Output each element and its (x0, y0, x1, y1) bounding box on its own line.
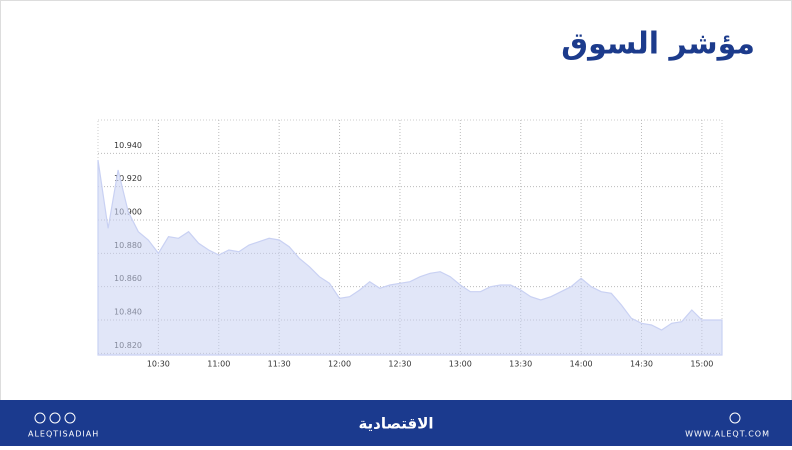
x-tick-label: 10:30 (147, 360, 170, 369)
x-tick-label: 14:00 (570, 360, 593, 369)
chart-title: مؤشر السوق (561, 27, 755, 62)
x-tick-label: 14:30 (630, 360, 653, 369)
x-tick-label: 11:30 (268, 360, 291, 369)
footer-website: WWW.ALEQT.COM (685, 430, 770, 439)
footer-brand: الاقتصادية (358, 415, 433, 433)
icon-facebook[interactable] (49, 412, 61, 424)
x-tick-label: 12:30 (388, 360, 411, 369)
x-tick-label: 15:00 (690, 360, 713, 369)
y-tick-label: 10.920 (114, 174, 142, 183)
icon-twitter[interactable] (64, 412, 76, 424)
x-tick-label: 12:00 (328, 360, 351, 369)
footer-bar (0, 400, 792, 446)
icon-instagram[interactable] (34, 412, 46, 424)
x-tick-label: 13:30 (509, 360, 532, 369)
icon-web[interactable] (729, 412, 741, 424)
footer-handle: ALEQTISADIAH (28, 430, 99, 439)
x-tick-label: 11:00 (207, 360, 230, 369)
y-tick-label: 10.940 (114, 141, 142, 150)
x-tick-label: 13:00 (449, 360, 472, 369)
area (97, 159, 723, 356)
